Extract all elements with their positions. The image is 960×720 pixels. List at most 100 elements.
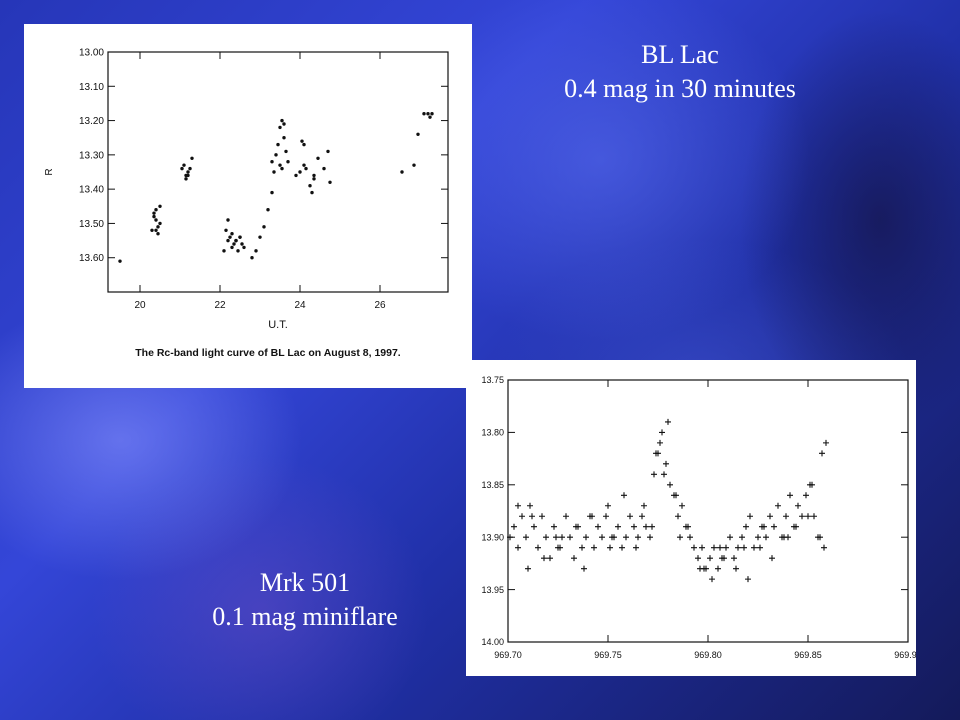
data-point <box>769 555 775 562</box>
data-point <box>763 534 769 541</box>
data-point <box>547 555 553 562</box>
data-point <box>158 221 162 226</box>
data-point <box>699 544 705 551</box>
data-point <box>551 523 557 530</box>
data-point <box>154 208 158 212</box>
data-point <box>158 204 162 208</box>
data-point <box>755 534 761 541</box>
data-point <box>751 544 757 551</box>
data-point <box>803 492 809 499</box>
data-point <box>727 534 733 541</box>
data-point <box>188 166 192 171</box>
data-point <box>519 513 525 520</box>
data-point <box>651 471 657 478</box>
data-point <box>254 249 258 253</box>
data-point <box>182 163 186 167</box>
data-point <box>775 502 781 509</box>
data-point <box>511 523 517 530</box>
data-point <box>639 513 645 520</box>
data-point <box>723 544 729 551</box>
caption-bl-lac-subtitle: 0.4 mag in 30 minutes <box>564 74 796 103</box>
data-point <box>567 534 573 541</box>
data-point <box>529 513 535 520</box>
bl-lac-light-curve-chart: 20 22 24 26 13.00 13.10 13.20 13.30 13.40 13.50 13… <box>44 48 449 359</box>
data-point <box>543 534 549 541</box>
data-point <box>641 502 647 509</box>
data-point <box>250 256 254 260</box>
data-point <box>240 242 244 246</box>
data-point <box>412 163 416 167</box>
data-point <box>661 471 667 478</box>
x-tick-label: 969.70 <box>494 650 522 660</box>
x-tick-label: 26 <box>374 300 386 311</box>
data-point <box>154 218 158 222</box>
data-point <box>535 544 541 551</box>
data-point <box>811 513 817 520</box>
data-point <box>563 513 569 520</box>
data-point <box>695 555 701 562</box>
data-point <box>675 513 681 520</box>
data-point <box>186 170 190 174</box>
data-point <box>422 112 426 116</box>
data-point <box>647 534 653 541</box>
data-point <box>515 502 521 509</box>
x-tick-label: 969.80 <box>694 650 722 660</box>
data-point <box>258 235 262 239</box>
data-point <box>817 534 823 541</box>
mrk-501-chart-panel: 969.70 969.75 969.80 969.85 969.90 13.75 13.80… <box>466 360 922 676</box>
data-point <box>190 156 194 160</box>
y-tick-label: 13.20 <box>79 116 104 127</box>
data-point <box>294 173 298 178</box>
data-point <box>400 170 404 174</box>
data-point <box>747 513 753 520</box>
data-point <box>627 513 633 520</box>
x-axis-label: U.T. <box>268 319 288 331</box>
data-point <box>226 238 230 243</box>
data-point <box>525 565 531 572</box>
data-point <box>731 555 737 562</box>
data-point <box>739 534 745 541</box>
x-tick-label: 969.90 <box>894 650 916 660</box>
x-tick-label: 24 <box>294 300 306 311</box>
data-point <box>515 544 521 551</box>
data-point <box>230 232 234 236</box>
data-point <box>785 534 791 541</box>
y-tick-label: 13.30 <box>79 150 104 161</box>
data-point <box>579 544 585 551</box>
data-point <box>230 245 234 250</box>
data-point <box>607 544 613 551</box>
data-point <box>745 576 751 583</box>
data-point <box>657 439 663 446</box>
x-tick-label: 969.85 <box>794 650 822 660</box>
data-point <box>270 190 274 195</box>
data-point <box>743 523 749 530</box>
data-point <box>278 163 282 167</box>
data-point <box>322 166 326 171</box>
data-point <box>184 177 188 181</box>
y-tick-label: 13.50 <box>79 219 104 230</box>
data-point <box>553 534 559 541</box>
caption-mrk-501: Mrk 501 0.1 mag miniflare <box>150 566 460 634</box>
data-point <box>180 166 184 171</box>
data-point <box>154 228 158 232</box>
data-point <box>685 523 691 530</box>
data-point <box>623 534 629 541</box>
data-point <box>643 523 649 530</box>
data-point <box>795 502 801 509</box>
data-point <box>430 112 434 116</box>
data-point <box>266 208 270 212</box>
data-point <box>707 555 713 562</box>
data-point <box>302 163 306 167</box>
y-tick-label: 13.10 <box>79 82 104 93</box>
data-point <box>679 502 685 509</box>
data-point <box>312 173 316 178</box>
x-tick-label: 20 <box>134 300 146 311</box>
data-point <box>805 513 811 520</box>
data-point <box>591 544 597 551</box>
data-point <box>152 211 156 215</box>
data-point <box>282 122 286 126</box>
data-point <box>150 228 154 232</box>
data-point <box>507 534 513 541</box>
data-point <box>771 523 777 530</box>
y-tick-label: 13.40 <box>79 185 104 196</box>
